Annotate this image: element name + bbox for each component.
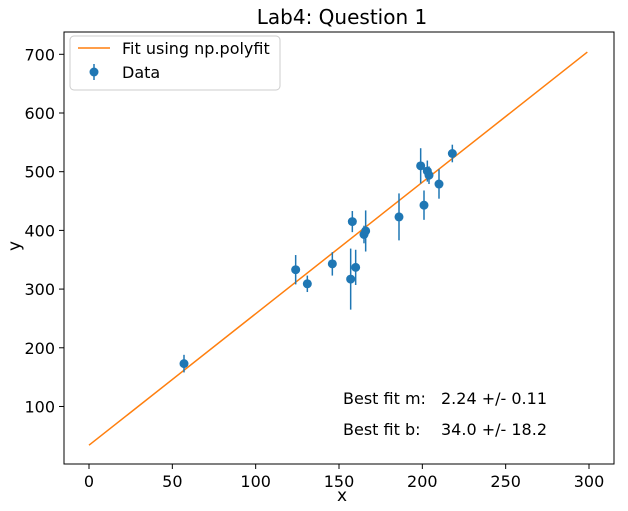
data-point bbox=[291, 265, 301, 275]
data-points-layer bbox=[179, 144, 457, 373]
plot-frame bbox=[63, 31, 615, 465]
x-tick-label: 0 bbox=[84, 472, 94, 491]
legend-box bbox=[69, 35, 281, 91]
y-tick-label: 500 bbox=[24, 163, 55, 182]
legend: Fit using np.polyfit Data bbox=[69, 35, 281, 91]
data-point bbox=[416, 161, 426, 171]
x-tick-label: 300 bbox=[574, 472, 605, 491]
y-axis-label: y bbox=[5, 241, 25, 251]
y-tick-label: 100 bbox=[24, 397, 55, 416]
data-point bbox=[434, 179, 444, 189]
x-tick-label: 200 bbox=[407, 472, 438, 491]
y-tick-label: 300 bbox=[24, 280, 55, 299]
x-tick-label: 50 bbox=[162, 472, 182, 491]
data-point bbox=[346, 274, 356, 284]
legend-data-marker bbox=[89, 67, 99, 77]
data-point bbox=[327, 259, 337, 269]
data-point bbox=[419, 200, 429, 210]
y-tick-label: 600 bbox=[24, 104, 55, 123]
data-point bbox=[361, 226, 371, 236]
data-point bbox=[347, 217, 357, 227]
data-point bbox=[447, 149, 457, 158]
data-point bbox=[394, 212, 404, 222]
annotations: Best fit m: 2.24 +/- 0.11 Best fit b: 34… bbox=[343, 389, 547, 439]
x-tick-label: 150 bbox=[324, 472, 355, 491]
y-tick-label: 400 bbox=[24, 221, 55, 240]
annotation-m-label: Best fit m: bbox=[343, 389, 426, 408]
data-point bbox=[302, 279, 312, 289]
data-point bbox=[424, 170, 434, 180]
x-tick-label: 100 bbox=[240, 472, 271, 491]
fit-line-layer bbox=[88, 51, 588, 446]
x-tick-label: 250 bbox=[490, 472, 521, 491]
data-point bbox=[179, 359, 189, 369]
annotation-b-value: 34.0 +/- 18.2 bbox=[441, 420, 547, 439]
data-point bbox=[351, 262, 361, 272]
legend-data-label: Data bbox=[122, 63, 160, 82]
y-tick-label: 700 bbox=[24, 45, 55, 64]
legend-fit-label: Fit using np.polyfit bbox=[122, 39, 270, 58]
annotation-m-value: 2.24 +/- 0.11 bbox=[441, 389, 547, 408]
y-tick-label: 200 bbox=[24, 339, 55, 358]
fit-line bbox=[88, 51, 588, 446]
axis-ticks: 0 50 100 150 200 250 300 100 200 300 400 500 600 700 bbox=[24, 45, 604, 491]
x-axis-label: x bbox=[337, 486, 347, 506]
chart-title: Lab4: Question 1 bbox=[257, 5, 427, 29]
annotation-b-label: Best fit b: bbox=[343, 420, 421, 439]
